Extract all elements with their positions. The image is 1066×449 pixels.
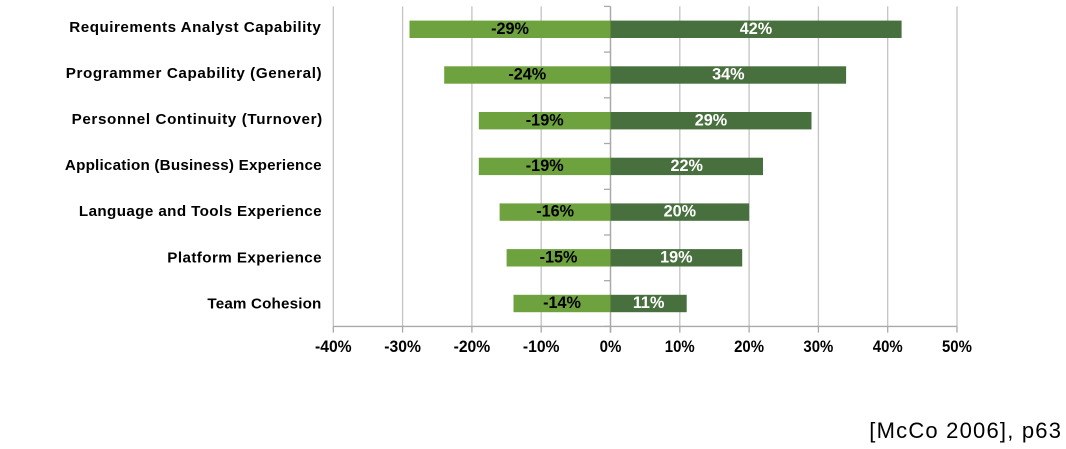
svg-text:20%: 20% <box>664 203 696 221</box>
svg-text:Personnel Continuity (Turnover: Personnel Continuity (Turnover) <box>72 111 323 128</box>
svg-text:22%: 22% <box>670 157 702 175</box>
svg-text:34%: 34% <box>712 66 744 84</box>
svg-text:[McCo 2006], p63: [McCo 2006], p63 <box>869 418 1061 443</box>
svg-text:Programmer Capability (General: Programmer Capability (General) <box>66 65 322 82</box>
svg-text:-20%: -20% <box>454 337 491 356</box>
svg-text:-29%: -29% <box>491 20 529 38</box>
svg-text:10%: 10% <box>665 337 695 356</box>
svg-text:-19%: -19% <box>526 157 564 175</box>
svg-text:50%: 50% <box>942 337 972 356</box>
svg-text:20%: 20% <box>734 337 764 356</box>
svg-text:30%: 30% <box>803 337 833 356</box>
svg-text:19%: 19% <box>660 248 692 266</box>
svg-text:40%: 40% <box>873 337 903 356</box>
svg-text:Requirements Analyst Capabilit: Requirements Analyst Capability <box>69 19 321 36</box>
svg-text:-15%: -15% <box>540 248 578 266</box>
svg-text:-30%: -30% <box>384 337 421 356</box>
svg-text:Platform Experience: Platform Experience <box>167 249 321 266</box>
svg-text:-19%: -19% <box>526 111 564 129</box>
svg-text:-24%: -24% <box>508 66 546 84</box>
svg-text:0%: 0% <box>600 337 622 356</box>
svg-text:42%: 42% <box>740 20 772 38</box>
svg-text:29%: 29% <box>695 111 727 129</box>
svg-text:-16%: -16% <box>536 203 574 221</box>
svg-text:-10%: -10% <box>523 337 560 356</box>
svg-text:-14%: -14% <box>543 294 581 312</box>
svg-text:11%: 11% <box>633 294 665 312</box>
svg-text:-40%: -40% <box>315 337 352 356</box>
svg-text:Team Cohesion: Team Cohesion <box>207 295 321 312</box>
svg-text:Language and Tools Experience: Language and Tools Experience <box>79 203 322 220</box>
svg-text:Application (Business) Experie: Application (Business) Experience <box>65 157 322 174</box>
